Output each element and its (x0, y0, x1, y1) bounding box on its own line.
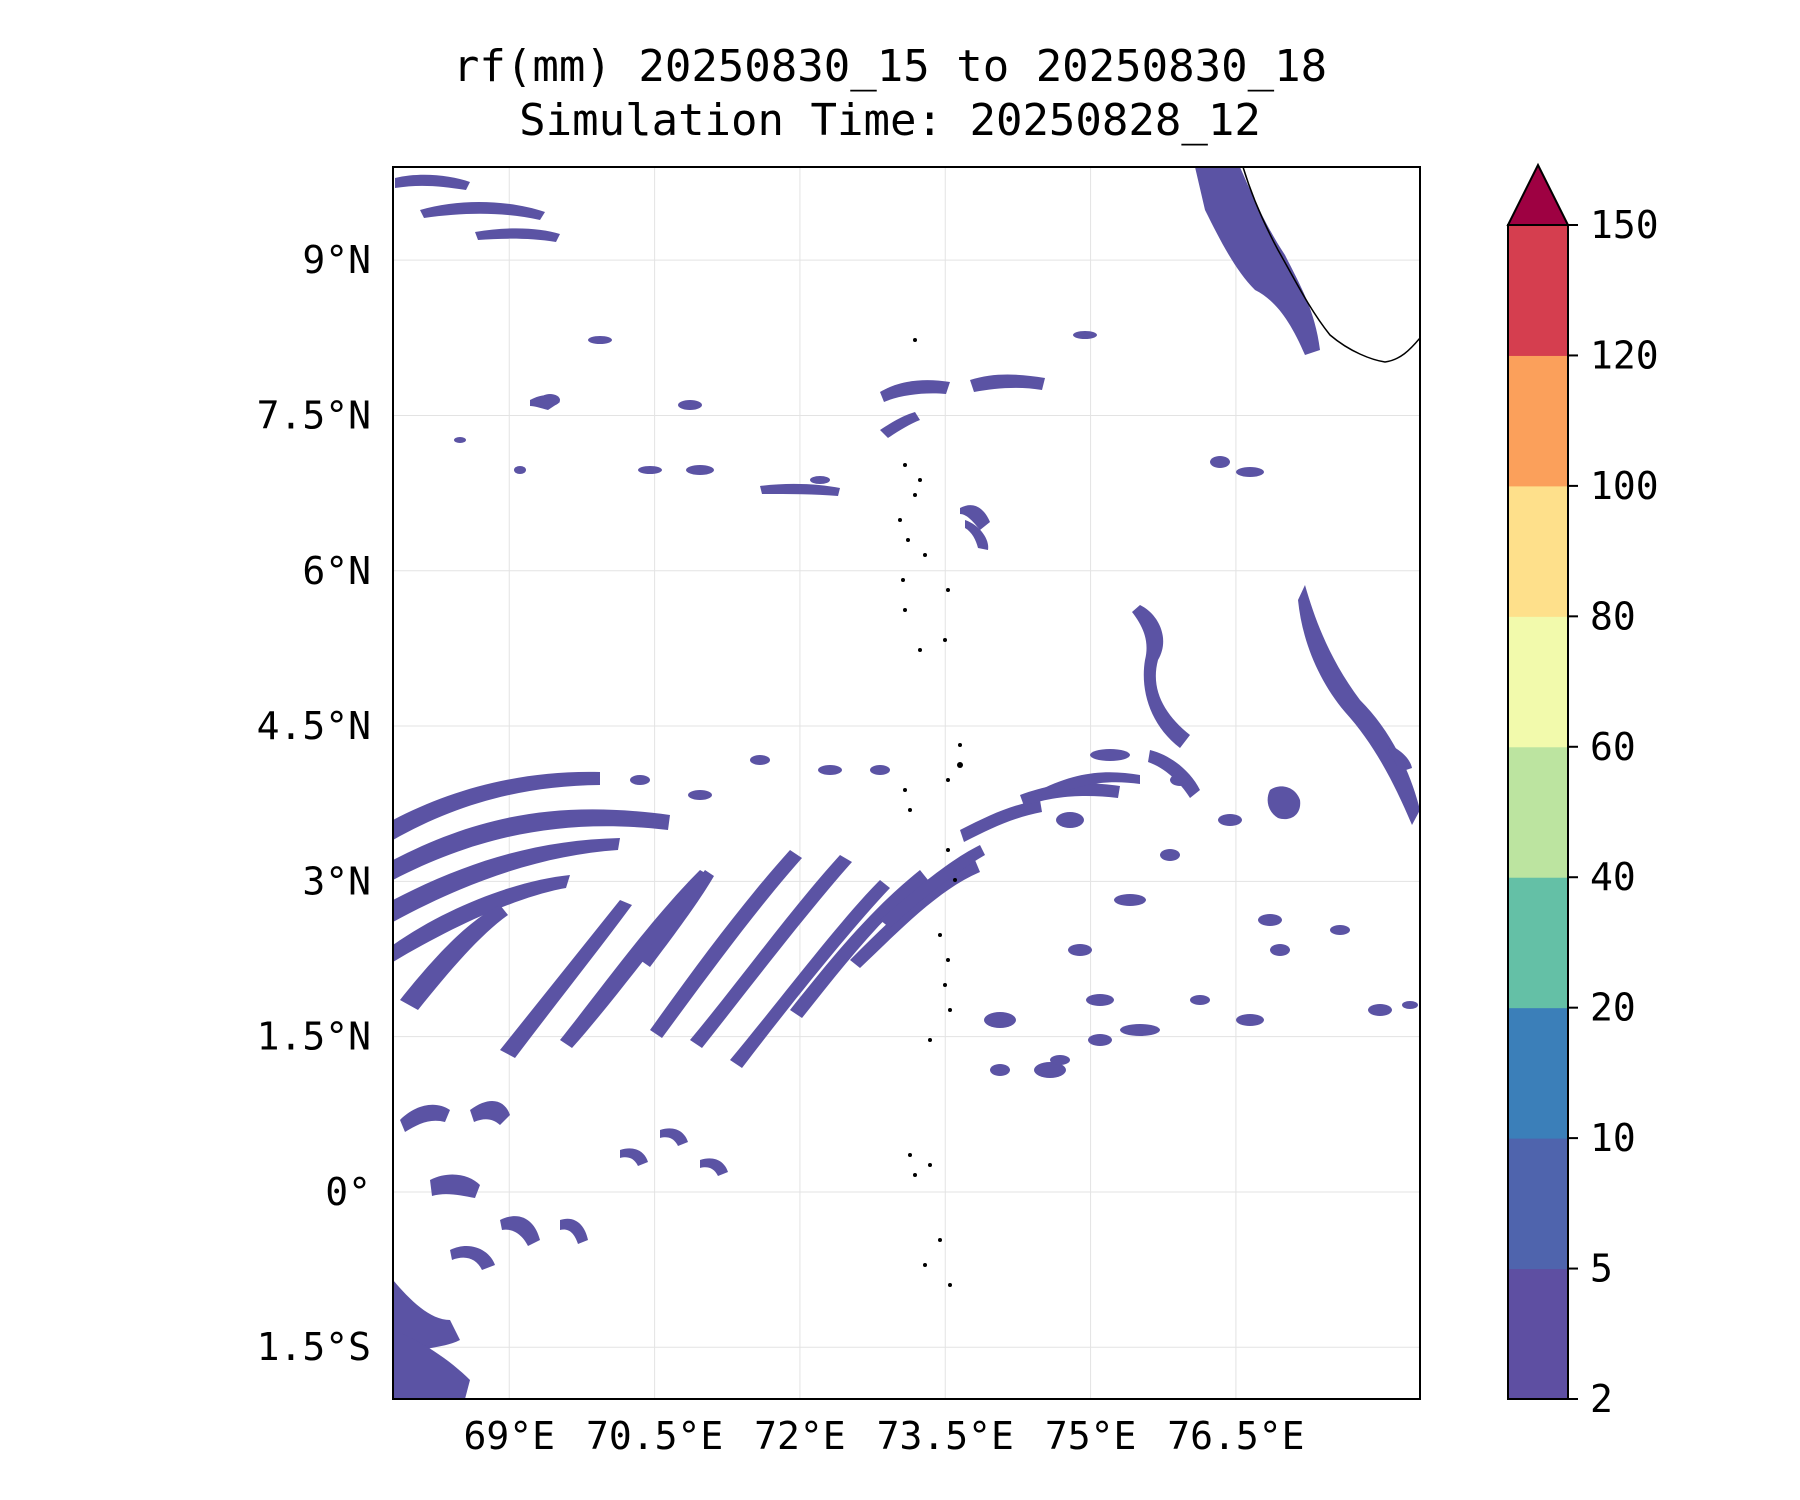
colorbar-tick-label: 2 (1590, 1377, 1613, 1421)
rain-band (393, 838, 620, 922)
colorbar-bin (1508, 1268, 1568, 1400)
rain-band (650, 850, 802, 1038)
rain-sw-cluster (500, 1216, 540, 1246)
rain-band (880, 845, 985, 928)
rain-streak (965, 520, 989, 550)
rain-band-east (1267, 786, 1301, 820)
rain-band (960, 800, 1042, 842)
lon-tick-label: 70.5°E (586, 1414, 723, 1458)
lat-tick-label: 7.5°N (257, 393, 371, 437)
longitude-axis: 69°E 70.5°E 72°E 73.5°E 75°E 76.5°E (464, 1414, 1305, 1458)
rain-sw-cluster (393, 1330, 470, 1399)
colorbar-tick-label: 60 (1590, 725, 1636, 769)
rain-streak (970, 374, 1045, 392)
rain-streak (880, 412, 920, 438)
colorbar-bin (1508, 355, 1568, 487)
colorbar-bin (1508, 746, 1568, 878)
lon-tick-label: 69°E (464, 1414, 556, 1458)
rain-band (393, 875, 570, 962)
title-line-1: rf(mm) 20250830_15 to 20250830_18 (452, 41, 1328, 92)
colorbar-tick-label: 100 (1590, 464, 1659, 508)
rain-band-east (1388, 745, 1412, 772)
lat-tick-label: 0° (325, 1170, 371, 1214)
lat-tick-label: 1.5°N (257, 1015, 371, 1059)
colorbar-bin (1508, 1138, 1568, 1270)
lon-tick-label: 75°E (1045, 1414, 1137, 1458)
rain-sw-cluster (620, 1148, 648, 1166)
colorbar-bin (1508, 225, 1568, 356)
rain-band (1040, 772, 1140, 800)
colorbar-tick-label: 10 (1590, 1116, 1636, 1160)
rain-band (790, 870, 928, 1018)
coastline (898, 167, 1420, 1287)
rain-streak (395, 174, 470, 190)
lon-tick-label: 76.5°E (1167, 1414, 1304, 1458)
rain-sw-cluster (660, 1128, 688, 1146)
lon-tick-label: 73.5°E (877, 1414, 1014, 1458)
rain-sw-cluster (560, 1218, 588, 1244)
lon-tick-label: 72°E (754, 1414, 846, 1458)
colorbar-frame (1507, 224, 1569, 1400)
lat-tick-label: 9°N (302, 238, 371, 282)
rain-band (640, 870, 714, 967)
rain-band (850, 860, 980, 968)
colorbar-tick-label: 40 (1590, 855, 1636, 899)
rain-scattered-cells (454, 331, 1418, 1078)
colorbar-extend-arrow (1506, 162, 1570, 226)
map-title: rf(mm) 20250830_15 to 20250830_18 Simula… (340, 40, 1440, 148)
rain-streak (960, 505, 990, 530)
rain-band (393, 809, 670, 880)
colorbar-tick-label: 120 (1590, 333, 1659, 377)
rain-streak (760, 483, 840, 496)
colorbar-bin (1508, 485, 1568, 617)
rain-streak (475, 228, 560, 242)
rain-streak (420, 201, 545, 220)
rain-sw-cluster (400, 1104, 450, 1132)
rain-band (690, 855, 852, 1048)
rain-band-east (1298, 585, 1420, 825)
lat-tick-label: 3°N (302, 859, 371, 903)
rain-sw-cluster (700, 1158, 728, 1176)
colorbar-tick-label: 5 (1590, 1247, 1613, 1291)
rain-sw-cluster (430, 1174, 480, 1198)
lat-tick-label: 1.5°S (257, 1325, 371, 1369)
rain-streak (880, 380, 950, 402)
colorbar: 2 5 10 20 40 60 80 100 120 150 (1506, 162, 1659, 1421)
rain-band-east (1148, 750, 1200, 798)
rain-band (400, 905, 508, 1010)
rain-coastal (1195, 167, 1320, 355)
colorbar-bin (1508, 616, 1568, 748)
colorbar-bin (1508, 877, 1568, 1009)
rain-band (730, 880, 890, 1068)
map-frame (392, 166, 1421, 1400)
rain-band (500, 900, 632, 1058)
rain-band-east (1132, 605, 1190, 748)
colorbar-tick-label: 150 (1590, 203, 1659, 247)
latitude-axis: 9°N 7.5°N 6°N 4.5°N 3°N 1.5°N 0° 1.5°S (257, 238, 371, 1369)
india-coastline (1242, 167, 1420, 363)
rain-sw-cluster (470, 1100, 510, 1125)
rain-band (393, 771, 600, 840)
colorbar-bin (1508, 1007, 1568, 1139)
title-line-2: Simulation Time: 20250828_12 (519, 95, 1261, 146)
rain-sw-cluster (450, 1245, 495, 1270)
lat-tick-label: 4.5°N (257, 704, 371, 748)
rainfall-shading (393, 167, 1420, 1399)
maldives-atolls (898, 338, 963, 1287)
colorbar-tick-label: 80 (1590, 594, 1636, 638)
lat-tick-label: 6°N (302, 549, 371, 593)
colorbar-tick-label: 20 (1590, 986, 1636, 1030)
